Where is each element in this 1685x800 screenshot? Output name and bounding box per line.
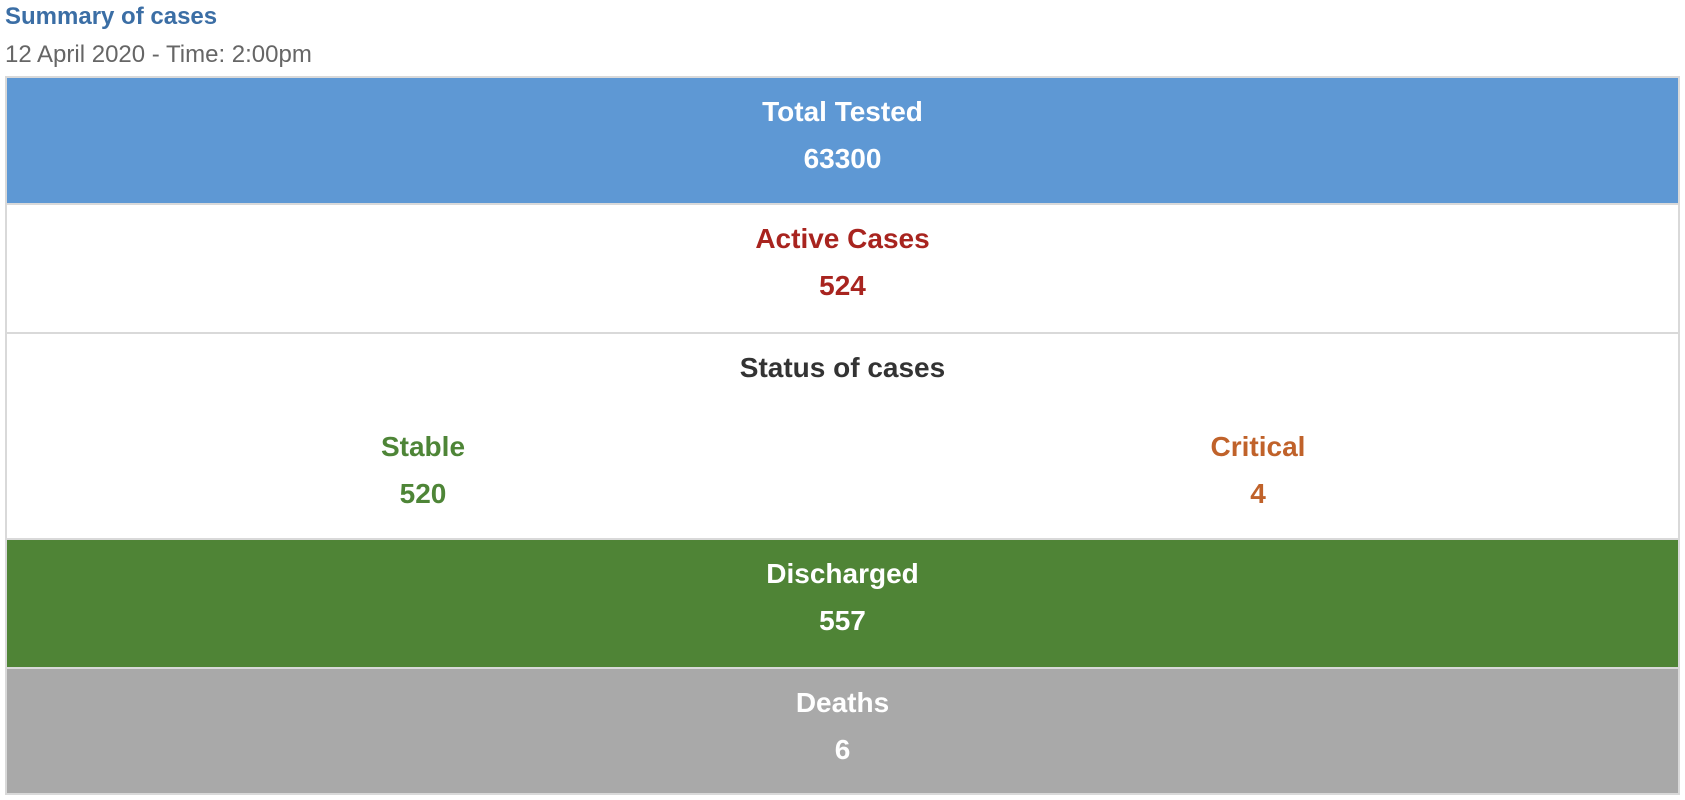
discharged-row: Discharged 557	[7, 540, 1678, 669]
deaths-label: Deaths	[795, 687, 890, 718]
total-tested-value: 63300	[803, 143, 882, 174]
active-cases-label: Active Cases	[755, 223, 930, 254]
critical-cell: Critical 4	[1108, 430, 1408, 511]
active-cases-row: Active Cases 524	[7, 205, 1678, 334]
summary-table: Total Tested 63300 Active Cases 524 Stat…	[5, 76, 1680, 795]
discharged-label: Discharged	[766, 558, 919, 589]
deaths-row: Deaths 6	[7, 669, 1678, 793]
status-of-cases-row: Status of cases Stable 520 Critical 4	[7, 334, 1678, 540]
stable-label: Stable	[380, 431, 466, 462]
page-title: Summary of cases	[5, 3, 218, 30]
total-tested-row: Total Tested 63300	[7, 78, 1678, 205]
deaths-value: 6	[834, 734, 851, 765]
status-of-cases-label: Status of cases	[739, 352, 946, 383]
active-cases-value: 524	[819, 270, 866, 301]
discharged-value: 557	[819, 605, 866, 636]
critical-label: Critical	[1210, 431, 1306, 462]
total-tested-label: Total Tested	[762, 96, 923, 127]
stable-value: 520	[399, 478, 447, 509]
stable-cell: Stable 520	[273, 430, 573, 511]
critical-value: 4	[1250, 478, 1266, 509]
page-subtitle-timestamp: 12 April 2020 - Time: 2:00pm	[5, 41, 312, 68]
status-columns: Stable 520 Critical 4	[7, 430, 1678, 530]
